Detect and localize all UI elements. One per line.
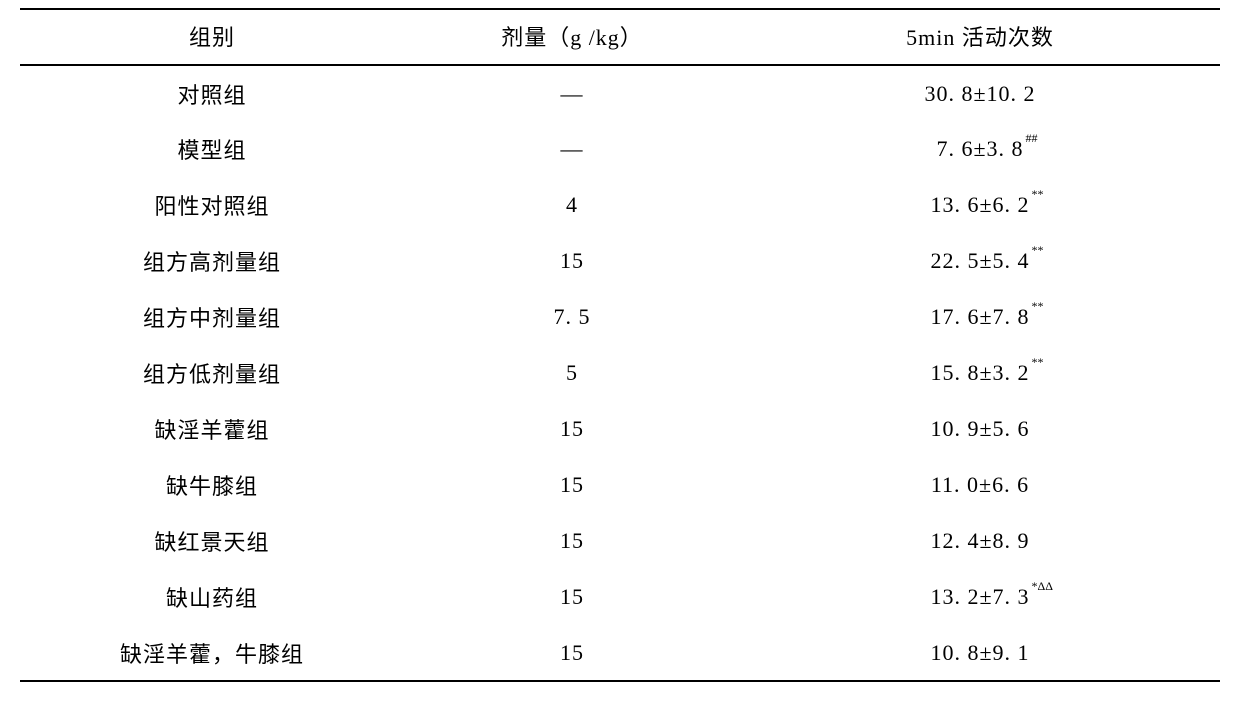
activity-sup: *ΔΔ <box>1032 580 1053 592</box>
col-header-activity: 5min 活动次数 <box>740 9 1220 65</box>
activity-value: 10. 9±5. 6 <box>930 416 1029 441</box>
activity-value: 22. 5±5. 4 <box>930 248 1029 273</box>
table-row: 组方高剂量组 15 22. 5±5. 4** <box>20 233 1220 289</box>
activity-value: 30. 8±10. 2 <box>924 81 1035 106</box>
cell-dose: 5 <box>404 345 740 401</box>
table-row: 缺牛膝组 15 11. 0±6. 6 <box>20 457 1220 513</box>
cell-group: 阳性对照组 <box>20 177 404 233</box>
table-container: 组别 剂量（g /kg） 5min 活动次数 对照组 — 30. 8±10. 2… <box>0 0 1240 708</box>
cell-group: 模型组 <box>20 121 404 177</box>
cell-group: 对照组 <box>20 65 404 121</box>
cell-dose: 4 <box>404 177 740 233</box>
activity-value: 11. 0±6. 6 <box>931 472 1029 497</box>
activity-value: 15. 8±3. 2 <box>930 360 1029 385</box>
table-body: 对照组 — 30. 8±10. 2 模型组 — 7. 6±3. 8## 阳性对照… <box>20 65 1220 681</box>
cell-dose: — <box>404 121 740 177</box>
cell-activity: 15. 8±3. 2** <box>740 345 1220 401</box>
cell-activity: 12. 4±8. 9 <box>740 513 1220 569</box>
table-row: 缺山药组 15 13. 2±7. 3*ΔΔ <box>20 569 1220 625</box>
activity-value: 13. 6±6. 2 <box>930 192 1029 217</box>
activity-value: 10. 8±9. 1 <box>930 640 1029 665</box>
cell-dose: 7. 5 <box>404 289 740 345</box>
table-row: 缺淫羊藿组 15 10. 9±5. 6 <box>20 401 1220 457</box>
cell-activity: 13. 6±6. 2** <box>740 177 1220 233</box>
activity-sup: ** <box>1032 188 1044 200</box>
cell-group: 缺淫羊藿，牛膝组 <box>20 625 404 681</box>
cell-dose: — <box>404 65 740 121</box>
activity-sup: ## <box>1026 132 1038 144</box>
table-row: 组方中剂量组 7. 5 17. 6±7. 8** <box>20 289 1220 345</box>
table-row: 对照组 — 30. 8±10. 2 <box>20 65 1220 121</box>
cell-activity: 11. 0±6. 6 <box>740 457 1220 513</box>
cell-activity: 10. 8±9. 1 <box>740 625 1220 681</box>
col-header-dose: 剂量（g /kg） <box>404 9 740 65</box>
data-table: 组别 剂量（g /kg） 5min 活动次数 对照组 — 30. 8±10. 2… <box>20 8 1220 682</box>
cell-group: 组方中剂量组 <box>20 289 404 345</box>
table-row: 模型组 — 7. 6±3. 8## <box>20 121 1220 177</box>
cell-group: 缺淫羊藿组 <box>20 401 404 457</box>
cell-dose: 15 <box>404 457 740 513</box>
activity-sup: ** <box>1032 244 1044 256</box>
table-row: 缺淫羊藿，牛膝组 15 10. 8±9. 1 <box>20 625 1220 681</box>
cell-activity: 10. 9±5. 6 <box>740 401 1220 457</box>
col-header-group: 组别 <box>20 9 404 65</box>
table-row: 阳性对照组 4 13. 6±6. 2** <box>20 177 1220 233</box>
cell-activity: 13. 2±7. 3*ΔΔ <box>740 569 1220 625</box>
cell-activity: 17. 6±7. 8** <box>740 289 1220 345</box>
cell-group: 缺牛膝组 <box>20 457 404 513</box>
cell-dose: 15 <box>404 569 740 625</box>
activity-sup: ** <box>1032 300 1044 312</box>
cell-dose: 15 <box>404 513 740 569</box>
cell-group: 缺山药组 <box>20 569 404 625</box>
table-row: 组方低剂量组 5 15. 8±3. 2** <box>20 345 1220 401</box>
activity-value: 7. 6±3. 8 <box>936 136 1023 161</box>
activity-value: 12. 4±8. 9 <box>930 528 1029 553</box>
activity-sup: ** <box>1032 356 1044 368</box>
cell-dose: 15 <box>404 625 740 681</box>
cell-activity: 7. 6±3. 8## <box>740 121 1220 177</box>
cell-dose: 15 <box>404 401 740 457</box>
activity-value: 17. 6±7. 8 <box>930 304 1029 329</box>
cell-activity: 30. 8±10. 2 <box>740 65 1220 121</box>
table-row: 缺红景天组 15 12. 4±8. 9 <box>20 513 1220 569</box>
cell-group: 组方低剂量组 <box>20 345 404 401</box>
cell-dose: 15 <box>404 233 740 289</box>
table-header-row: 组别 剂量（g /kg） 5min 活动次数 <box>20 9 1220 65</box>
cell-group: 缺红景天组 <box>20 513 404 569</box>
cell-group: 组方高剂量组 <box>20 233 404 289</box>
cell-activity: 22. 5±5. 4** <box>740 233 1220 289</box>
activity-value: 13. 2±7. 3 <box>930 584 1029 609</box>
